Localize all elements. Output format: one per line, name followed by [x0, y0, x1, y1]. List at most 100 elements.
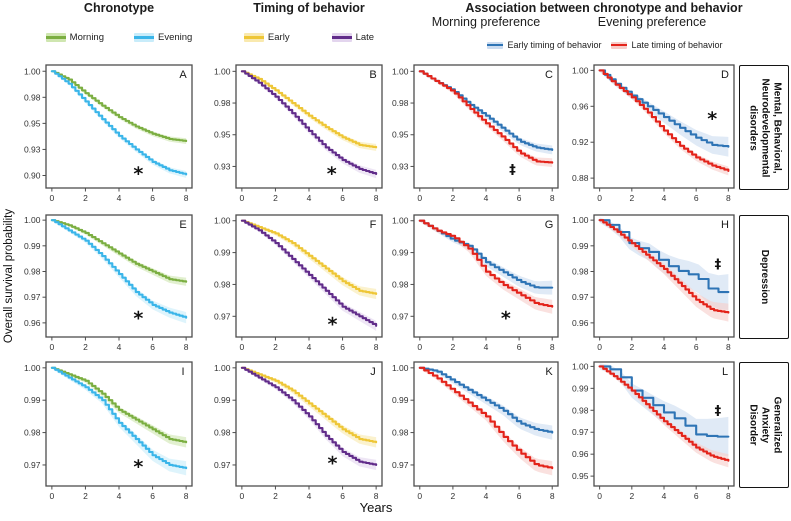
x-tick-label: 0: [240, 491, 245, 501]
column-header-chronotype: Chronotype: [83, 1, 155, 15]
x-tick-label: 6: [150, 193, 155, 203]
y-tick-label: 1.00: [24, 66, 41, 76]
significance-asterisk: *: [707, 108, 717, 130]
plot-frame: [235, 361, 383, 487]
panel-B: 1.00 0.98 0.95 0.93 0 2 4 6 8 B *: [208, 62, 388, 210]
survival-curve-evening: [50, 219, 188, 319]
y-tick-label: 0.93: [214, 161, 231, 171]
x-tick-label: 8: [184, 491, 189, 501]
y-tick-label: 0.99: [392, 248, 409, 258]
x-tick-label: 0: [597, 491, 602, 501]
y-tick-label: 1.00: [392, 66, 409, 76]
y-tick-label: 1.00: [214, 66, 231, 76]
x-tick-label: 8: [550, 491, 555, 501]
x-tick-label: 8: [374, 193, 379, 203]
y-tick-label: 1.00: [572, 215, 589, 225]
x-tick-label: 0: [417, 491, 422, 501]
legend-line-icon: [45, 36, 66, 39]
panel-A: 1.00 0.98 0.95 0.93 0.90 0 2 4 6 8 A *: [18, 62, 198, 210]
ci-band-late-timing-of-behavior: [419, 70, 553, 168]
y-tick-label: 0.88: [572, 173, 589, 183]
y-tick-label: 0.93: [24, 144, 41, 154]
x-tick-label: 6: [340, 193, 345, 203]
row-label-box-depression: Depression: [739, 215, 789, 339]
legend-item-late-timing-of-behavior: Late timing of behavior: [611, 40, 723, 50]
x-tick-label: 2: [629, 491, 634, 501]
x-tick-label: 0: [417, 193, 422, 203]
x-tick-label: 8: [550, 342, 555, 352]
survival-curve-late-timing-of-behavior: [598, 365, 730, 462]
y-tick-label: 0.96: [572, 101, 589, 111]
survival-curve-early-timing-of-behavior: [598, 365, 730, 438]
legend-timing: Early Late: [236, 32, 382, 43]
x-tick-label: 0: [597, 342, 602, 352]
survival-curve-late-timing-of-behavior: [418, 70, 554, 164]
x-tick-label: 4: [484, 342, 489, 352]
legend-swatch-late: [331, 33, 352, 42]
row-label-box-mental-behavioral: Mental, Behavioral, Neurodevelopmental d…: [739, 65, 789, 190]
y-tick-label: 1.00: [572, 361, 589, 371]
survival-curve-early: [240, 70, 378, 149]
plot-frame: [413, 64, 559, 189]
x-tick-label: 2: [451, 342, 456, 352]
y-tick-label: 0.99: [572, 241, 589, 251]
survival-curve-evening: [50, 366, 188, 470]
legend-line-icon: [611, 43, 628, 47]
significance-asterisk: *: [133, 307, 143, 329]
y-tick-label: 0.97: [24, 460, 41, 470]
panel-letter: G: [545, 219, 554, 231]
significance-asterisk: *: [328, 314, 338, 336]
x-tick-label: 2: [451, 491, 456, 501]
legend-label: Early timing of behavior: [507, 40, 602, 50]
legend-label: Early: [267, 32, 290, 43]
y-tick-label: 0.99: [24, 395, 41, 405]
column-header-timing: Timing of behavior: [253, 1, 365, 15]
x-tick-label: 6: [340, 342, 345, 352]
x-axis-label: Years: [359, 500, 393, 515]
x-tick-label: 6: [517, 491, 522, 501]
ci-band-late: [241, 367, 377, 471]
panel-letter: H: [721, 219, 729, 231]
y-tick-label: 0.99: [214, 248, 231, 258]
survival-curve-early: [240, 219, 378, 296]
survival-curve-early: [240, 366, 378, 444]
x-tick-label: 4: [484, 193, 489, 203]
x-tick-label: 4: [117, 491, 122, 501]
y-tick-label: 0.95: [572, 471, 589, 481]
x-tick-label: 4: [307, 491, 312, 501]
panel-letter: A: [179, 69, 187, 81]
legend-label: Late: [355, 32, 375, 43]
panel-L: 1.00 0.99 0.98 0.97 0.96 0.95 0 2 4 6 8 L ‡: [566, 359, 740, 508]
y-tick-label: 0.98: [24, 428, 41, 438]
y-tick-label: 0.97: [214, 311, 231, 321]
x-tick-label: 2: [629, 193, 634, 203]
x-tick-label: 8: [726, 491, 731, 501]
y-tick-label: 0.98: [214, 428, 231, 438]
survival-curve-late: [240, 70, 378, 176]
survival-curve-late: [240, 219, 378, 327]
x-tick-label: 2: [273, 491, 278, 501]
significance-double-dagger: ‡: [715, 257, 722, 272]
y-tick-label: 0.99: [392, 395, 409, 405]
x-tick-label: 4: [307, 193, 312, 203]
y-tick-label: 1.00: [24, 215, 41, 225]
legend-item-evening: Evening: [134, 32, 192, 43]
x-tick-label: 6: [694, 193, 699, 203]
x-tick-label: 2: [83, 193, 88, 203]
y-tick-label: 0.98: [24, 92, 41, 102]
panel-E: 1.00 0.99 0.98 0.97 0.96 0 2 4 6 8 E *: [18, 212, 198, 359]
legend-swatch-late-timing-of-behavior: [611, 41, 628, 49]
survival-curve-late-timing-of-behavior: [598, 219, 730, 314]
panel-F-plot: 1.00 0.99 0.98 0.97 0 2 4 6 8 F *: [214, 214, 383, 352]
column-header-association: Association between chronotype and behav…: [465, 1, 743, 15]
y-tick-label: 0.99: [572, 383, 589, 393]
x-tick-label: 6: [694, 491, 699, 501]
panel-A-plot: 1.00 0.98 0.95 0.93 0.90 0 2 4 6 8 A *: [24, 64, 193, 203]
y-tick-label: 0.98: [392, 428, 409, 438]
row-label-text: Depression: [759, 249, 770, 305]
x-tick-label: 6: [150, 342, 155, 352]
subheader-evening-preference: Evening preference: [597, 15, 707, 29]
y-tick-label: 0.90: [24, 170, 41, 180]
panel-letter: L: [722, 366, 728, 378]
legend-swatch-morning: [45, 33, 66, 42]
